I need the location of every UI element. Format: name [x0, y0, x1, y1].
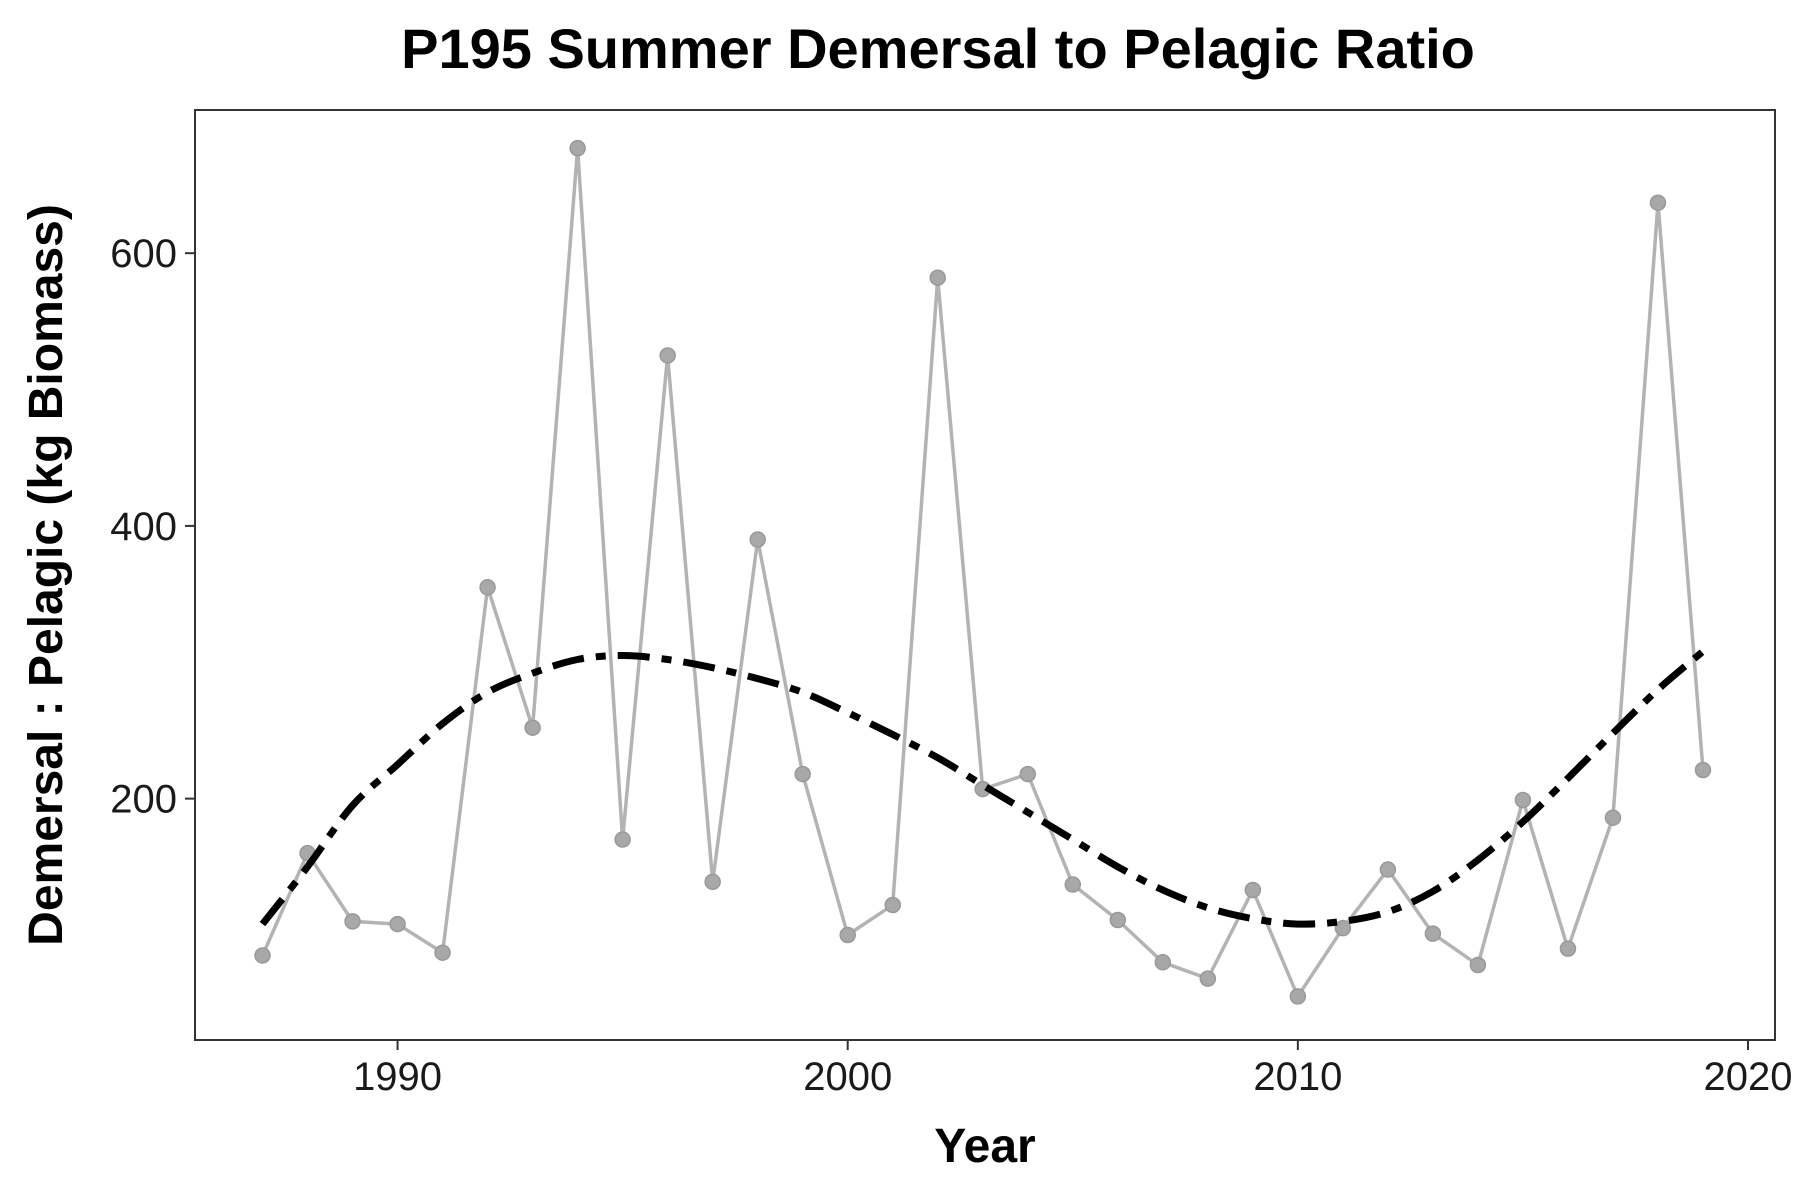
y-axis: 200 400 600	[110, 232, 195, 822]
data-point	[1199, 970, 1217, 987]
y-tick-label: 200	[110, 778, 177, 822]
data-point	[1514, 791, 1532, 809]
data-point	[1379, 861, 1397, 878]
data-point	[794, 765, 811, 783]
chart-title: P195 Summer Demersal to Pelagic Ratio	[401, 17, 1475, 80]
data-point	[1334, 919, 1352, 937]
data-point	[1424, 925, 1442, 942]
y-axis-label: Demersal : Pelagic (kg Biomass)	[20, 204, 73, 946]
data-point	[524, 719, 541, 736]
data-point	[569, 139, 586, 157]
x-tick-label: 2010	[1253, 1055, 1342, 1099]
data-point	[1154, 954, 1172, 971]
data-point	[884, 896, 901, 914]
x-axis-label: Year	[934, 1120, 1035, 1173]
plot-panel	[194, 109, 1776, 1041]
x-tick-label: 2020	[1703, 1055, 1792, 1099]
x-tick-label: 2000	[803, 1055, 892, 1099]
data-point	[1064, 876, 1082, 893]
data-point	[614, 831, 631, 848]
data-point	[1289, 988, 1307, 1005]
data-point	[434, 944, 451, 961]
data-point	[839, 926, 856, 944]
data-point	[929, 269, 946, 286]
data-point	[389, 915, 406, 933]
x-axis: 1990 2000 2010 2020	[353, 1040, 1792, 1099]
y-tick-label: 400	[110, 505, 177, 549]
data-point	[344, 913, 361, 930]
data-point	[704, 873, 721, 891]
y-tick-label: 600	[110, 232, 177, 276]
data-point	[1109, 911, 1127, 929]
data-point	[1469, 956, 1487, 974]
series-layer	[254, 139, 1712, 1005]
x-tick-label: 1990	[353, 1055, 442, 1099]
data-point	[479, 579, 496, 596]
data-point	[659, 347, 676, 364]
data-point	[1694, 761, 1712, 779]
data-point	[1649, 194, 1667, 211]
data-point	[254, 947, 271, 964]
data-point	[1244, 881, 1262, 899]
data-point	[1019, 765, 1037, 783]
data-point	[1559, 940, 1577, 957]
data-point	[749, 531, 766, 548]
data-point	[1604, 809, 1622, 826]
